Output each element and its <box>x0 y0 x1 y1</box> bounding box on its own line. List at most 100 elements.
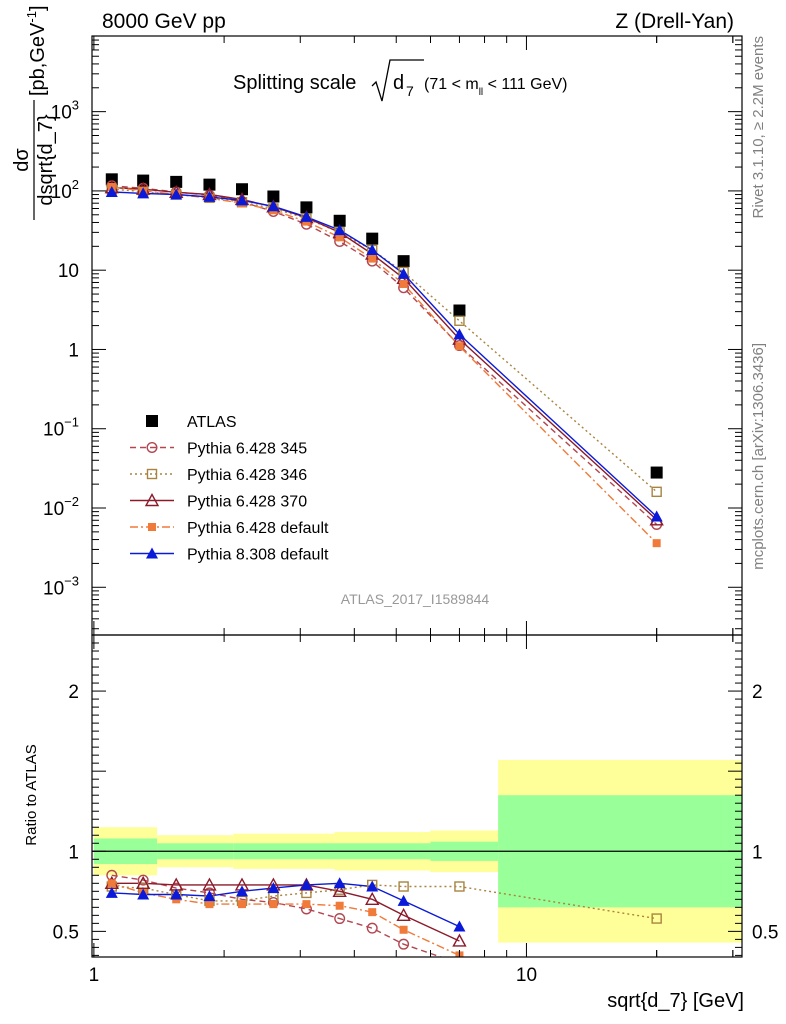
legend-label-5: Pythia 8.308 default <box>187 547 329 564</box>
ratio-point-4-7 <box>333 877 346 889</box>
ratio-point-2-1 <box>135 875 151 890</box>
main-ylabel-unit-end: ] <box>27 5 49 11</box>
legend-label-3: Pythia 6.428 370 <box>187 494 307 511</box>
main-point-0-8 <box>366 232 379 245</box>
legend-marker-2 <box>146 468 158 480</box>
plot-title: Splitting scale d 7 (71 < mll < 111 GeV) <box>233 59 567 102</box>
main-point-5-10 <box>453 328 466 340</box>
legend-item-2: Pythia 6.428 346 <box>130 467 307 484</box>
main-ylabel: dσ dsqrt{d_7} [pb,GeV-1] <box>11 5 57 220</box>
main-point-5-3 <box>203 190 216 202</box>
main-frame <box>91 35 743 636</box>
main-ylabel-denominator: dsqrt{d_7} <box>35 114 57 206</box>
main-point-0-7 <box>333 214 346 227</box>
ratio-point-4-2 <box>170 888 183 900</box>
main-point-0-4 <box>236 183 249 196</box>
main-ylabel-unit-sup: -1 <box>24 11 39 23</box>
ratio-point-4-10 <box>453 920 466 932</box>
main-point-2-11 <box>651 486 662 498</box>
x-axis-label: sqrt{d_7} [GeV] <box>607 990 744 1012</box>
ratio-y-tick-label-right-1: 1 <box>752 842 763 863</box>
plot-title-text: Splitting scale <box>233 72 356 94</box>
main-line-2 <box>111 188 658 493</box>
main-point-5-9 <box>397 267 410 279</box>
ratio-point-0-9 <box>398 938 410 950</box>
ratio-point-4-1 <box>137 888 150 900</box>
ratio-y-tick-label-1: 1 <box>68 842 79 863</box>
main-point-4-9 <box>399 279 408 288</box>
plot-title-range-post: < 111 GeV) <box>483 76 567 93</box>
ratio-point-4-0 <box>105 886 118 898</box>
ratio-point-4-5 <box>267 882 280 894</box>
tick-labels: 1 10 10−3 10−2 10−1 1 10 102 103 0.5 0.5 1 1 2 2 <box>43 98 778 986</box>
legend-label-0: ATLAS <box>187 414 237 431</box>
main-point-0-2 <box>170 175 183 188</box>
ratio-point-1-10 <box>454 881 465 892</box>
ratio-series-markers <box>104 869 662 957</box>
main-point-5-8 <box>366 243 379 255</box>
legend-item-0: ATLAS <box>146 414 237 431</box>
analysis-watermark: ATLAS_2017_I1589844 <box>341 591 490 607</box>
collision-energy-label: 8000 GeV pp <box>102 10 226 33</box>
ratio-point-2-7 <box>332 883 347 898</box>
legend-item-1: Pythia 6.428 345 <box>130 441 307 458</box>
ratio-point-3-5 <box>269 900 278 909</box>
main-point-0-10 <box>453 304 466 317</box>
ratio-point-3-8 <box>368 908 377 917</box>
main-point-5-2 <box>170 188 183 200</box>
ratio-y-tick-label-0: 0.5 <box>53 922 79 943</box>
main-series-lines <box>111 185 658 544</box>
main-point-0-9 <box>397 255 410 268</box>
main-point-0-1 <box>137 174 150 187</box>
main-point-5-4 <box>236 194 249 206</box>
ratio-point-3-0 <box>107 879 116 888</box>
rivet-version-label: Rivet 3.1.10, ≥ 2.2M events <box>750 36 767 219</box>
y-tick-label-0: 10−3 <box>43 573 79 599</box>
y-tick-label-6: 103 <box>51 98 79 124</box>
ratio-point-3-3 <box>205 900 214 909</box>
ratio-line-0 <box>111 874 443 957</box>
main-point-5-5 <box>267 200 280 212</box>
ratio-point-4-9 <box>397 894 410 906</box>
legend-label-2: Pythia 6.428 346 <box>187 467 307 484</box>
legend-marker-4 <box>148 523 156 531</box>
ratio-y-tick-label-right-0: 0.5 <box>752 922 778 943</box>
y-tick-label-5: 102 <box>51 177 79 203</box>
main-ylabel-unit: [pb,GeV-1] <box>24 5 49 96</box>
main-point-5-6 <box>300 210 313 222</box>
ratio-frame <box>91 634 743 958</box>
main-point-5-7 <box>333 224 346 236</box>
process-label: Z (Drell-Yan) <box>615 10 734 33</box>
plot-title-range: (71 < mll < 111 GeV) <box>424 76 567 98</box>
y-tick-label-1: 10−2 <box>43 494 79 520</box>
ratio-point-2-3 <box>202 877 217 891</box>
ratio-point-3-7 <box>335 901 344 910</box>
legend-item-3: Pythia 6.428 370 <box>130 493 307 511</box>
legend-marker-5 <box>146 547 158 559</box>
ratio-point-0-8 <box>366 922 378 934</box>
ratio-point-2-8 <box>365 891 380 906</box>
main-ylabel-unit-text: [pb,GeV <box>27 22 49 96</box>
x-tick-label-0: 1 <box>89 965 100 986</box>
main-line-1 <box>111 185 658 526</box>
main-point-4-8 <box>368 254 377 263</box>
ratio-point-1-9 <box>398 881 409 892</box>
mcplots-label: mcplots.cern.ch [arXiv:1306.3436] <box>750 343 767 570</box>
plot-title-subscript: 7 <box>406 83 414 99</box>
legend-marker-3 <box>144 493 160 507</box>
main-point-0-3 <box>203 178 216 191</box>
ratio-point-0-7 <box>334 913 346 925</box>
main-point-4-11 <box>652 539 661 548</box>
main-line-5 <box>111 191 658 518</box>
legend-item-5: Pythia 8.308 default <box>130 547 329 564</box>
main-point-5-1 <box>137 187 150 199</box>
main-point-4-7 <box>335 233 344 242</box>
legend-label-4: Pythia 6.428 default <box>187 520 329 537</box>
ratio-point-1-11 <box>651 913 662 924</box>
ratio-point-3-9 <box>399 925 408 934</box>
plot-title-range-pre: (71 < m <box>424 76 479 93</box>
main-ylabel-numerator: dσ <box>11 148 33 172</box>
axes-frames <box>91 35 743 958</box>
legend-marker-1 <box>146 442 158 454</box>
